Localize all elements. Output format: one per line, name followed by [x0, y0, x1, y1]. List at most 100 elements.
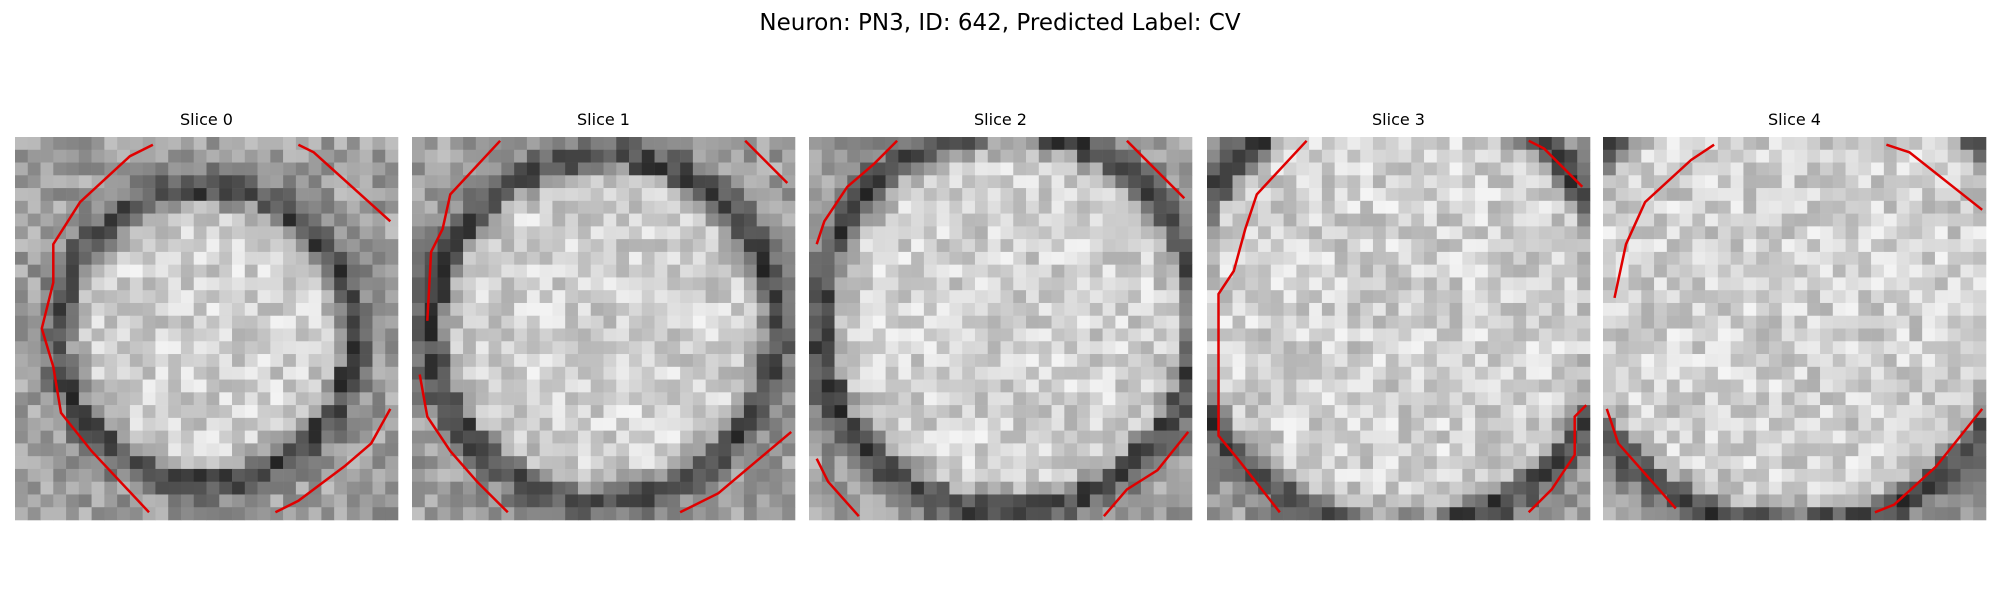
image-pixel [244, 354, 258, 368]
image-pixel [206, 507, 220, 521]
image-pixel [1603, 379, 1617, 393]
contour-line [1126, 139, 1186, 200]
image-pixel [450, 290, 464, 304]
image-pixel [412, 149, 426, 163]
image-pixel [1705, 481, 1719, 495]
image-pixel [769, 328, 783, 342]
image-pixel [1245, 175, 1259, 189]
image-pixel [898, 392, 912, 406]
image-pixel [692, 341, 706, 355]
image-pixel [1603, 149, 1617, 163]
image-pixel [1166, 251, 1180, 265]
image-pixel [1153, 239, 1167, 253]
image-pixel [949, 507, 963, 521]
image-pixel [193, 264, 207, 278]
image-pixel [577, 251, 592, 265]
image-pixel [359, 341, 373, 355]
image-pixel [1858, 149, 1872, 163]
image-pixel [1807, 456, 1821, 470]
image-pixel [860, 277, 874, 291]
image-pixel [936, 290, 950, 304]
image-pixel [654, 405, 668, 419]
image-pixel [949, 392, 963, 406]
image-pixel [1705, 494, 1719, 508]
image-pixel [180, 149, 195, 163]
image-pixel [321, 251, 335, 265]
image-pixel [372, 175, 386, 189]
image-pixel [1219, 468, 1233, 482]
image-pixel [1000, 456, 1014, 470]
image-pixel [206, 200, 220, 214]
image-pixel [1743, 443, 1757, 457]
image-pixel [1628, 481, 1642, 495]
image-pixel [1641, 277, 1655, 291]
image-pixel [577, 481, 592, 495]
image-pixel [1794, 341, 1808, 355]
image-pixel [539, 213, 553, 227]
image-pixel [1807, 149, 1821, 163]
image-pixel [1038, 456, 1052, 470]
image-pixel [756, 417, 770, 431]
image-pixel [1820, 494, 1834, 508]
image-pixel [1013, 456, 1027, 470]
image-pixel [641, 379, 655, 393]
image-pixel [1692, 456, 1706, 470]
image-pixel [412, 430, 426, 444]
image-pixel [1013, 213, 1027, 227]
image-pixel [40, 494, 54, 508]
image-pixel [193, 392, 207, 406]
image-pixel [168, 481, 182, 495]
image-pixel [1179, 162, 1193, 176]
image-pixel [475, 213, 489, 227]
image-pixel [104, 341, 118, 355]
image-pixel [1858, 213, 1872, 227]
image-pixel [1077, 443, 1091, 457]
image-pixel [1807, 481, 1821, 495]
image-pixel [898, 341, 912, 355]
image-pixel [40, 468, 54, 482]
image-pixel [1475, 137, 1489, 151]
image-pixel [1013, 162, 1027, 176]
image-pixel [1947, 366, 1961, 380]
image-pixel [1883, 213, 1897, 227]
image-pixel [1973, 277, 1987, 291]
image-pixel [1334, 149, 1348, 163]
image-pixel [1000, 175, 1014, 189]
image-pixel [450, 162, 464, 176]
image-pixel [974, 226, 989, 240]
image-pixel [949, 430, 963, 444]
image-pixel [603, 264, 617, 278]
image-pixel [680, 443, 694, 457]
image-pixel [1896, 405, 1910, 419]
image-pixel [962, 494, 976, 508]
image-pixel [219, 328, 233, 342]
image-pixel [1115, 417, 1129, 431]
image-pixel [295, 366, 309, 380]
image-pixel [1794, 405, 1808, 419]
image-pixel [654, 226, 668, 240]
image-pixel [885, 251, 899, 265]
image-pixel [475, 328, 489, 342]
image-pixel [1334, 162, 1348, 176]
image-pixel [1564, 200, 1578, 214]
image-pixel [539, 392, 553, 406]
image-pixel [40, 366, 54, 380]
image-pixel [769, 264, 783, 278]
image-pixel [1013, 290, 1027, 304]
image-pixel [117, 443, 131, 457]
image-pixel [155, 277, 169, 291]
image-pixel [1258, 239, 1272, 253]
image-pixel [295, 226, 309, 240]
image-pixel [1743, 405, 1757, 419]
image-pixel [372, 200, 386, 214]
image-pixel [743, 290, 757, 304]
image-pixel [1064, 188, 1078, 202]
image-pixel [756, 430, 770, 444]
image-pixel [1551, 213, 1565, 227]
image-pixel [769, 175, 783, 189]
image-pixel [962, 200, 976, 214]
image-pixel [834, 507, 848, 521]
image-pixel [1064, 379, 1078, 393]
image-pixel [270, 481, 284, 495]
image-pixel [834, 341, 848, 355]
